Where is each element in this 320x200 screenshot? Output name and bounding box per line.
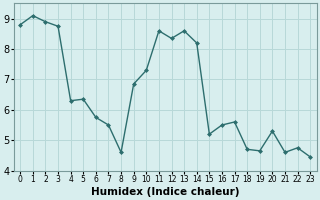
X-axis label: Humidex (Indice chaleur): Humidex (Indice chaleur) [91,187,239,197]
